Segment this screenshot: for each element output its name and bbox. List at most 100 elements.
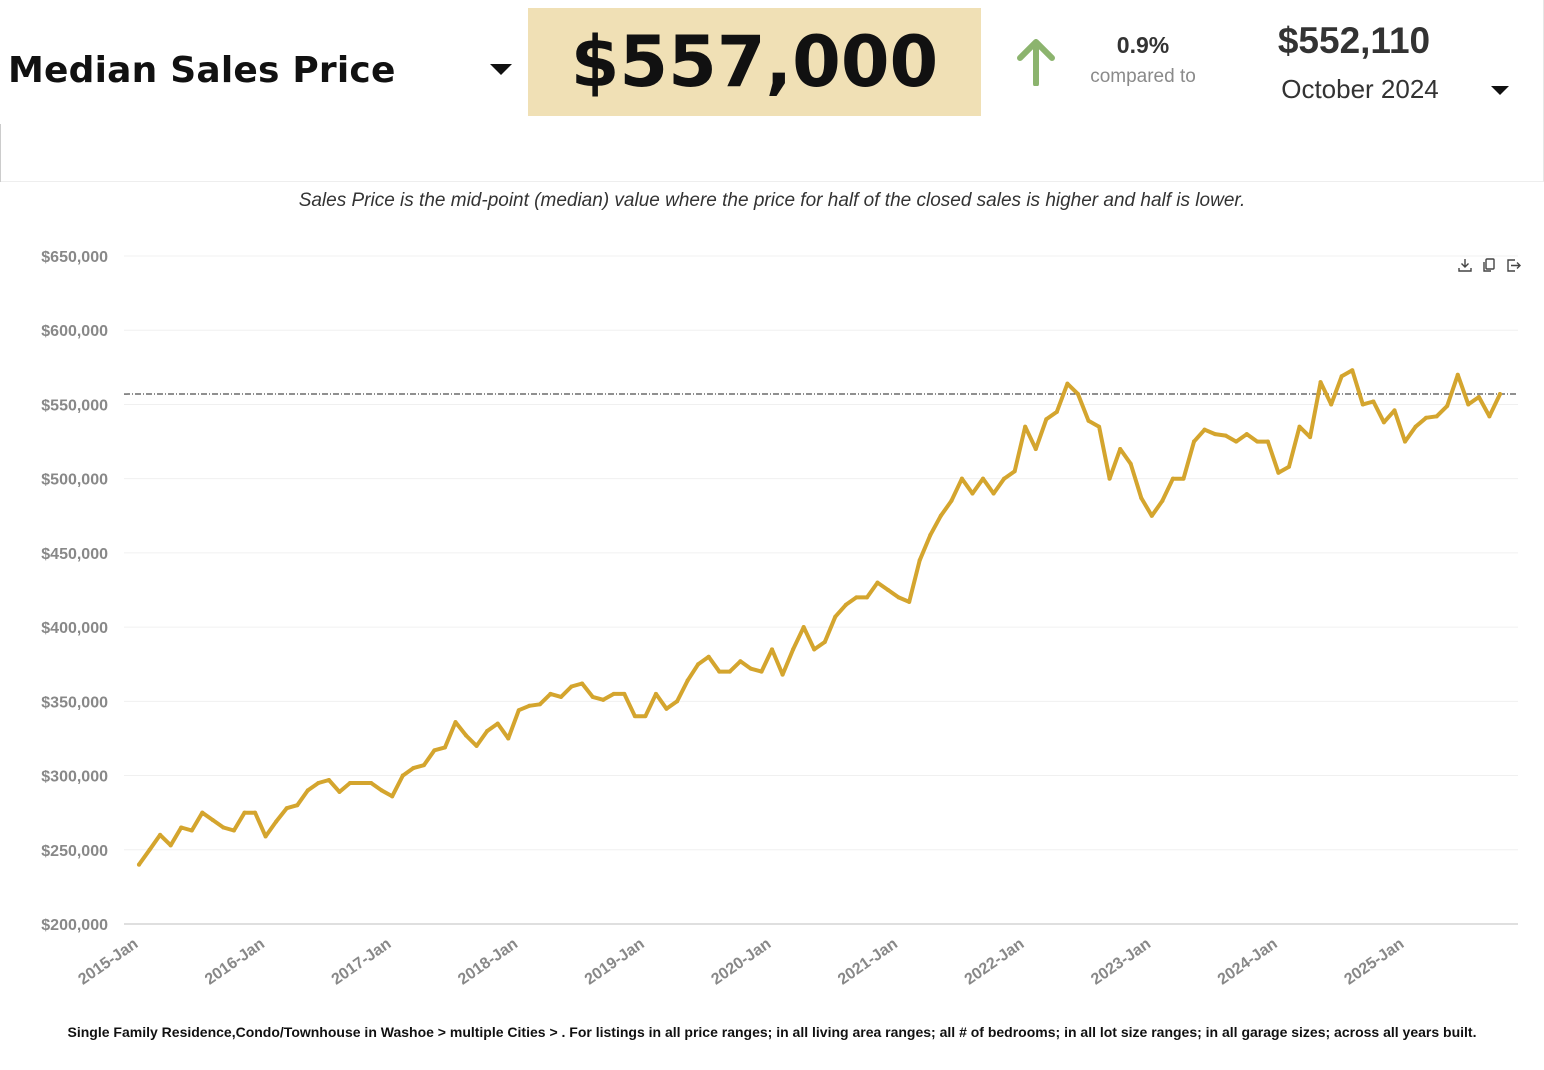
filter-footer: Single Family Residence,Condo/Townhouse … <box>67 1024 1477 1040</box>
data-point <box>938 513 943 518</box>
data-point <box>791 647 796 652</box>
data-point <box>1297 424 1302 429</box>
data-point <box>1086 418 1091 423</box>
data-point <box>1403 439 1407 444</box>
data-point <box>970 491 975 496</box>
data-point <box>1318 380 1323 385</box>
data-point <box>1181 476 1186 481</box>
data-point <box>442 745 447 750</box>
y-tick-label: $200,000 <box>41 917 108 934</box>
data-point <box>1265 439 1270 444</box>
data-point <box>812 647 817 652</box>
data-point <box>1445 403 1450 408</box>
copy-icon[interactable] <box>1480 256 1498 274</box>
data-point <box>253 810 258 815</box>
download-icon[interactable] <box>1456 256 1474 274</box>
data-point <box>1075 392 1080 397</box>
data-point <box>1381 420 1386 425</box>
data-point <box>864 595 869 600</box>
data-point <box>1160 498 1165 503</box>
x-tick-label: 2019-Jan <box>582 935 648 988</box>
data-point <box>284 806 289 811</box>
data-point <box>1170 476 1175 481</box>
y-tick-label: $600,000 <box>41 323 108 340</box>
data-point <box>1065 381 1070 386</box>
data-point <box>1360 402 1365 407</box>
data-point <box>242 810 247 815</box>
data-point <box>1371 399 1376 404</box>
data-point <box>421 763 426 768</box>
data-point <box>548 691 553 696</box>
period-dropdown[interactable]: October 2024 <box>1268 72 1518 112</box>
data-point <box>675 699 680 704</box>
data-point <box>1350 368 1355 373</box>
chevron-down-icon <box>1491 86 1509 95</box>
period-label: October 2024 <box>1281 74 1439 104</box>
data-point <box>580 681 585 686</box>
data-point <box>390 794 395 799</box>
data-point <box>263 834 268 839</box>
data-point <box>537 702 542 707</box>
metric-title: Median Sales Price <box>8 50 396 91</box>
data-point <box>1487 414 1492 419</box>
data-point <box>137 862 141 867</box>
data-point <box>822 639 827 644</box>
data-point <box>179 825 184 830</box>
current-value-box: $557,000 <box>528 8 981 116</box>
x-axis: 2015-Jan 2016-Jan 2017-Jan 2018-Jan 2019-Jan… <box>75 935 1407 988</box>
data-point <box>295 803 300 808</box>
data-point <box>664 706 669 711</box>
data-point <box>400 773 405 778</box>
data-point <box>991 491 996 496</box>
data-point <box>1497 392 1502 397</box>
data-point <box>1192 439 1196 444</box>
data-point <box>527 703 532 708</box>
data-point <box>168 843 173 848</box>
data-point <box>1223 433 1228 438</box>
data-point <box>1255 439 1260 444</box>
data-point <box>1476 395 1481 400</box>
data-point <box>158 832 163 837</box>
data-point <box>875 580 880 585</box>
data-point <box>959 476 964 481</box>
data-point <box>1128 461 1133 466</box>
data-point <box>316 780 321 785</box>
data-point <box>1276 470 1281 475</box>
divider <box>0 124 5 182</box>
data-point <box>358 780 363 785</box>
chart-description: Sales Price is the mid-point (median) va… <box>298 190 1246 211</box>
data-point <box>1023 424 1028 429</box>
export-icon[interactable] <box>1504 256 1522 274</box>
data-point <box>1012 469 1017 474</box>
y-tick-label: $500,000 <box>41 472 108 489</box>
data-point <box>474 743 479 748</box>
data-point <box>221 825 226 830</box>
data-point <box>1424 415 1429 420</box>
metric-dropdown[interactable]: Median Sales Price <box>8 44 518 94</box>
data-point <box>632 714 637 719</box>
data-point <box>1202 427 1207 432</box>
y-tick-label: $400,000 <box>41 620 108 637</box>
y-tick-label: $300,000 <box>41 769 108 786</box>
data-point <box>1002 476 1007 481</box>
data-point <box>981 476 985 481</box>
y-tick-label: $650,000 <box>41 249 108 266</box>
y-tick-label: $250,000 <box>41 843 108 860</box>
data-point <box>643 714 648 719</box>
data-point <box>907 599 912 604</box>
data-point <box>748 666 753 671</box>
data-point <box>759 669 764 674</box>
data-point <box>611 691 616 696</box>
y-axis: $200,000 $250,000 $300,000 $350,000 $400,000… <box>41 249 108 934</box>
data-point <box>506 736 511 741</box>
x-tick-label: 2020-Jan <box>708 935 774 988</box>
data-point <box>601 697 606 702</box>
data-point <box>274 819 279 824</box>
summary-header: Median Sales Price $557,000 0.9% compare… <box>0 0 1544 182</box>
data-point <box>1308 435 1313 440</box>
data-point <box>1054 409 1059 414</box>
data-point <box>727 669 732 674</box>
x-tick-label: 2024-Jan <box>1215 935 1281 988</box>
arrow-up-icon <box>1017 39 1055 86</box>
x-tick-label: 2015-Jan <box>75 935 141 988</box>
